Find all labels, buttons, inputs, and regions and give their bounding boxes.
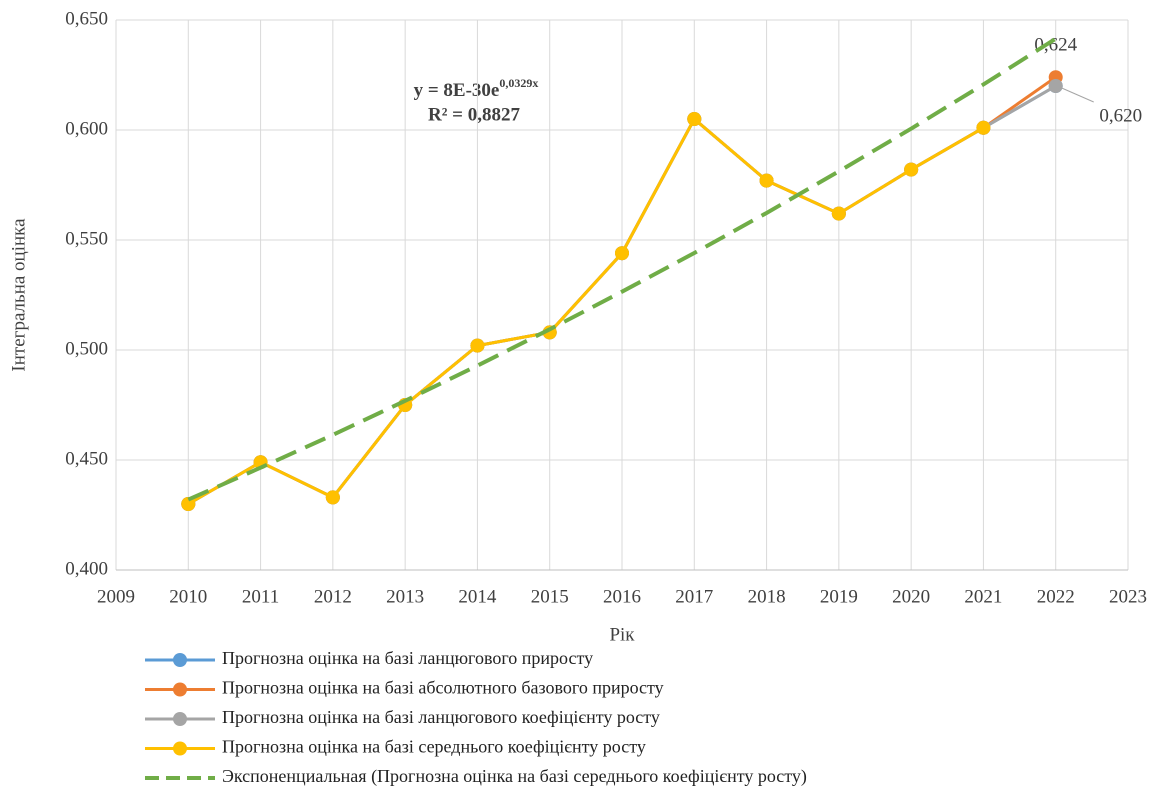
x-tick-label: 2022 [1037,586,1075,607]
x-tick-label: 2014 [458,586,497,607]
point [470,338,485,353]
point [831,206,846,221]
point [687,112,702,126]
data-label: 0,624 [1034,35,1077,56]
y-tick-label: 0,550 [65,228,108,249]
x-tick-label: 2011 [242,586,279,607]
data-label: 0,620 [1099,105,1142,126]
legend-label: Экспоненциальная (Прогнозна оцінка на ба… [222,766,807,787]
trendline [187,37,1057,502]
x-axis-label: Рік [609,624,635,645]
x-tick-label: 2016 [603,586,641,607]
legend-label: Прогнозна оцінка на базі ланцюгового кое… [222,707,660,727]
x-tick-label: 2023 [1109,586,1147,607]
legend-label: Прогнозна оцінка на базі абсолютного баз… [222,678,664,698]
x-tick-label: 2021 [964,586,1002,607]
point [1048,79,1063,93]
equation-exponent: 0,0329x [499,76,538,90]
x-tick-label: 2015 [531,586,569,607]
y-tick-label: 0,600 [65,118,108,139]
point [904,162,919,177]
point [181,497,196,511]
x-tick-label: 2018 [748,586,786,607]
y-tick-label: 0,650 [65,8,108,29]
y-tick-label: 0,500 [65,338,108,359]
y-tick-label: 0,450 [65,448,108,469]
x-tick-label: 2009 [97,586,135,607]
leader-line [1061,87,1094,103]
series-line [187,116,985,506]
trend-equation: y = 8E-30e0,0329x [414,76,539,102]
legend-marker [173,682,187,697]
point [615,246,629,261]
x-tick-label: 2020 [892,586,930,607]
point [976,120,991,135]
legend-label: Прогнозна оцінка на базі ланцюгового при… [222,648,593,668]
r-squared: R² = 0,8827 [428,104,520,125]
legend-marker [173,653,187,667]
y-axis-label: Інтегральна оцінка [8,218,29,372]
legend-marker [173,741,187,756]
x-tick-label: 2019 [820,586,858,607]
x-tick-label: 2012 [314,586,352,607]
equation-base: y = 8E-30e [414,80,500,101]
point [325,490,340,505]
x-tick-label: 2010 [169,586,207,607]
x-tick-label: 2017 [675,586,713,607]
legend-label: Прогнозна оцінка на базі середнього коеф… [222,737,646,757]
x-tick-label: 2013 [386,586,424,607]
legend-marker [173,712,187,726]
y-tick-label: 0,400 [65,558,108,579]
point [759,173,774,188]
